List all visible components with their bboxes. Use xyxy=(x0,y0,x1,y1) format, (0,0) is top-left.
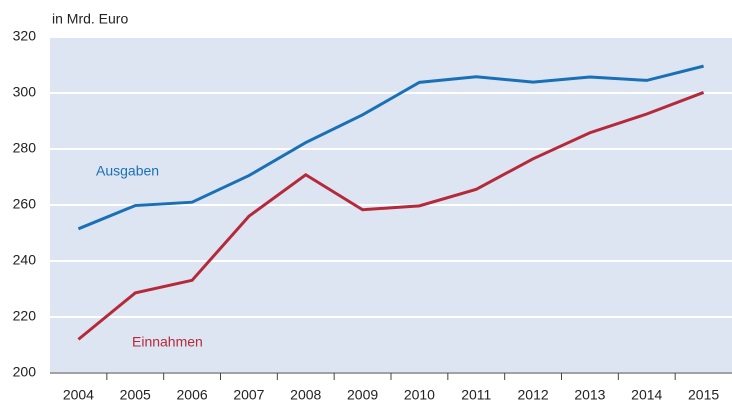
y-tick-label: 320 xyxy=(13,28,37,44)
series-label: Ausgaben xyxy=(96,163,159,179)
y-tick-label: 200 xyxy=(13,364,37,380)
x-tick-label: 2014 xyxy=(631,387,662,403)
x-tick-label: 2004 xyxy=(63,387,94,403)
y-tick-label: 220 xyxy=(13,308,37,324)
y-tick-label: 300 xyxy=(13,84,37,100)
y-tick-label: 280 xyxy=(13,140,37,156)
y-tick-label: 260 xyxy=(13,196,37,212)
x-tick-label: 2009 xyxy=(347,387,378,403)
x-tick-label: 2013 xyxy=(574,387,605,403)
series-label: Einnahmen xyxy=(132,334,203,350)
x-tick-label: 2005 xyxy=(120,387,151,403)
x-tick-label: 2006 xyxy=(177,387,208,403)
x-tick-label: 2010 xyxy=(404,387,435,403)
y-tick-label: 240 xyxy=(13,252,37,268)
x-tick-label: 2007 xyxy=(233,387,264,403)
x-tick-label: 2008 xyxy=(290,387,321,403)
x-tick-label: 2011 xyxy=(461,387,491,403)
x-tick-label: 2012 xyxy=(518,387,549,403)
x-tick-label: 2015 xyxy=(688,387,719,403)
line xyxy=(77,91,705,341)
chart-title: in Mrd. Euro xyxy=(52,11,128,27)
line xyxy=(77,64,704,231)
